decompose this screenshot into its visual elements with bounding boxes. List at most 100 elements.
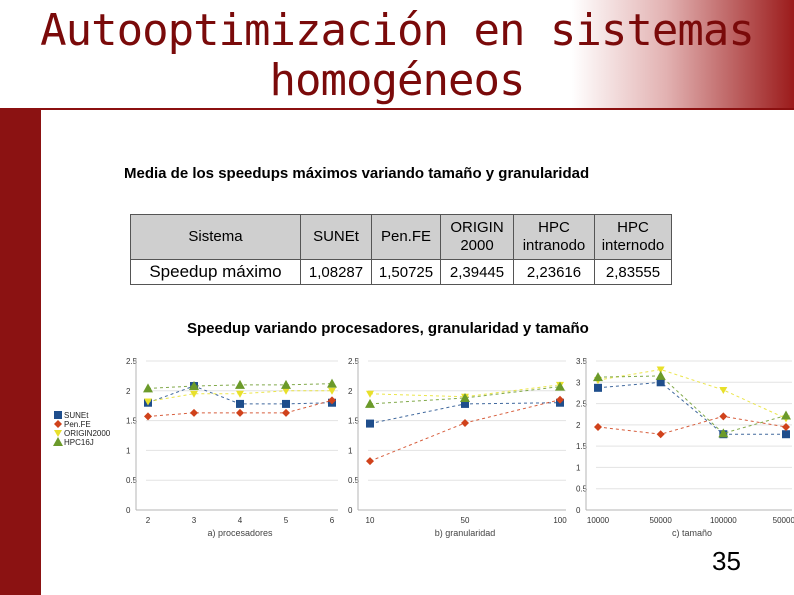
y-tick-label: 0.5 — [126, 476, 138, 485]
x-tick-label: 4 — [238, 516, 243, 525]
x-axis-label: c) tamaño — [672, 528, 712, 538]
slide-title-line1: Autooptimización en sistemas — [40, 5, 755, 56]
series-line — [597, 415, 787, 435]
value-cell-sunet: 1,08287 — [300, 259, 372, 285]
y-tick-label: 2 — [348, 387, 353, 396]
data-point — [781, 410, 791, 420]
data-point — [556, 395, 564, 404]
chart-tamano: 0 0.5 1 1.5 2 2.5 3 3.5 10000 50000 100000 500000 c)… — [576, 357, 794, 538]
series-line — [369, 386, 561, 405]
header-cell-penfe: Pen.FE — [371, 214, 441, 260]
x-tick-label: 10000 — [587, 516, 610, 525]
data-point — [328, 387, 336, 395]
table-header-row: Sistema SUNEt Pen.FE ORIGIN 2000 HPC int… — [130, 214, 672, 260]
data-point — [282, 387, 290, 395]
data-point — [235, 379, 245, 389]
table-caption: Media de los speedups máximos variando t… — [124, 165, 590, 182]
data-point — [461, 418, 469, 427]
data-point — [236, 390, 244, 398]
charts-caption: Speedup variando procesadores, granulari… — [187, 320, 589, 337]
value-cell-hpc-intranodo: 2,23616 — [513, 259, 595, 285]
data-point — [782, 430, 790, 439]
y-tick-label: 2.5 — [126, 357, 138, 366]
data-point — [143, 383, 153, 393]
y-tick-label: 2 — [576, 421, 581, 430]
chart-granularidad: 0 0.5 1 1.5 2 2.5 10 50 100 b) granularidad — [348, 357, 567, 538]
slide-header: Autooptimización en sistemas homogéneos — [0, 0, 794, 110]
speedup-table: Sistema SUNEt Pen.FE ORIGIN 2000 HPC int… — [130, 214, 672, 285]
data-point — [593, 372, 603, 382]
data-point — [144, 398, 152, 406]
y-tick-label: 2.5 — [576, 400, 588, 409]
y-tick-label: 2.5 — [348, 357, 360, 366]
page-number: 35 — [712, 546, 741, 576]
y-tick-label: 3 — [576, 378, 581, 387]
y-tick-label: 0 — [348, 506, 353, 515]
series-line — [369, 399, 561, 462]
x-tick-label: 3 — [192, 516, 197, 525]
series-line — [597, 369, 787, 419]
data-point — [282, 408, 290, 417]
y-tick-label: 3.5 — [576, 357, 588, 366]
data-point — [782, 422, 790, 431]
x-tick-label: 100000 — [710, 516, 737, 525]
y-tick-label: 0 — [126, 506, 131, 515]
data-point — [365, 398, 375, 408]
value-cell-penfe: 1,50725 — [371, 259, 441, 285]
x-tick-label: 10 — [366, 516, 375, 525]
data-point — [281, 379, 291, 389]
data-point — [461, 399, 469, 408]
data-point — [656, 366, 665, 374]
x-tick-label: 5 — [284, 516, 289, 525]
table-row: Speedup máximo 1,08287 1,50725 2,39445 2… — [130, 259, 672, 285]
header-cell-sunet: SUNEt — [300, 214, 372, 260]
data-point — [366, 390, 374, 398]
y-tick-label: 1 — [576, 463, 581, 472]
legend-label: HPC16J — [64, 438, 94, 447]
left-accent-bar — [0, 110, 41, 595]
data-point — [460, 392, 470, 402]
x-axis-label: a) procesadores — [207, 528, 273, 538]
data-point — [656, 430, 665, 439]
x-tick-label: 500000 — [773, 516, 794, 525]
data-point — [594, 383, 602, 392]
y-tick-label: 0 — [576, 506, 581, 515]
row-label-speedup: Speedup máximo — [130, 259, 301, 285]
y-tick-label: 1 — [348, 446, 353, 455]
x-tick-label: 50 — [461, 516, 470, 525]
data-point — [236, 399, 244, 408]
data-point — [719, 386, 728, 394]
y-tick-label: 1.5 — [576, 442, 588, 451]
y-tick-label: 0.5 — [348, 476, 360, 485]
legend-label: ORIGIN2000 — [64, 429, 111, 438]
data-point — [189, 381, 199, 391]
y-tick-label: 1.5 — [126, 417, 138, 426]
legend-marker — [54, 411, 62, 419]
chart-procesadores: 0 0.5 1 1.5 2 2.5 2 3 4 5 6 a) procesadores — [126, 357, 338, 538]
header-cell-origin: ORIGIN 2000 — [440, 214, 514, 260]
slide-title-line2: homogéneos — [269, 55, 526, 106]
y-tick-label: 1 — [126, 446, 131, 455]
x-tick-label: 6 — [330, 516, 335, 525]
y-tick-label: 1.5 — [348, 417, 360, 426]
legend-marker — [54, 420, 62, 428]
data-point — [282, 399, 290, 408]
data-point — [655, 370, 666, 380]
data-point — [144, 412, 152, 421]
header-cell-system: Sistema — [130, 214, 301, 260]
x-tick-label: 50000 — [650, 516, 673, 525]
legend-marker — [53, 437, 63, 446]
legend-label: SUNEt — [64, 411, 89, 420]
data-point — [719, 412, 728, 421]
data-point — [366, 457, 374, 466]
value-cell-origin: 2,39445 — [440, 259, 514, 285]
data-point — [236, 408, 244, 417]
series-line — [597, 381, 786, 435]
legend-label: Pen.FE — [64, 420, 91, 429]
legend-marker — [54, 430, 62, 437]
x-axis-label: b) granularidad — [435, 528, 496, 538]
series-line — [369, 384, 561, 398]
y-tick-label: 2 — [126, 387, 131, 396]
x-tick-label: 2 — [146, 516, 151, 525]
